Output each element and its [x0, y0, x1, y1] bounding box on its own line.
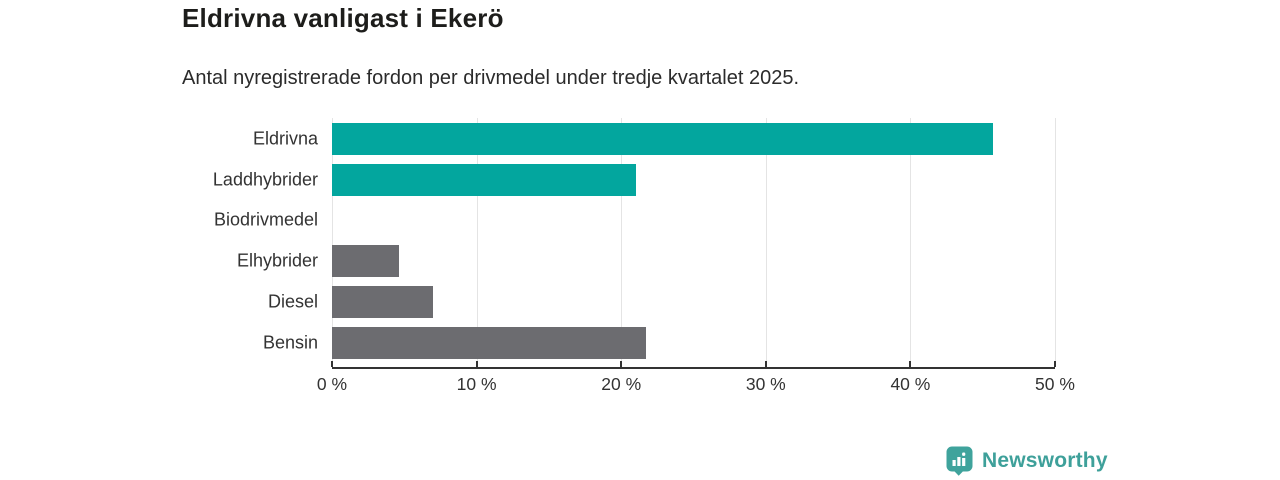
- category-label-laddhybrider: Laddhybrider: [212, 169, 318, 190]
- bar-laddhybrider: [332, 163, 636, 196]
- gridline-0: [332, 118, 333, 367]
- bar-bensin: [332, 326, 646, 359]
- brand-name: Newsworthy: [982, 449, 1108, 472]
- bar-elhybrider: [332, 245, 399, 278]
- axis-tick-0: [331, 361, 333, 367]
- axis-tick-40: [909, 361, 912, 367]
- plot-area: [331, 118, 1056, 369]
- category-label-eldrivna: Eldrivna: [252, 128, 318, 149]
- x-tick-label-10: 10 %: [456, 374, 497, 394]
- brand-footer[interactable]: Newsworthy: [946, 446, 1108, 476]
- bar-diesel: [332, 285, 434, 318]
- category-axis: Eldrivna Laddhybrider Biodrivmedel Elhybrid…: [0, 118, 318, 367]
- category-label-diesel: Diesel: [267, 291, 318, 312]
- chart-subtitle: Antal nyregistrerade fordon per drivmede…: [182, 67, 800, 89]
- gridline-30: [765, 118, 767, 367]
- x-tick-label-50: 50 %: [1035, 374, 1075, 394]
- category-label-biodrivmedel: Biodrivmedel: [213, 209, 318, 230]
- chart-title: Eldrivna vanligast i Ekerö: [182, 3, 504, 33]
- bar-chart-pin-icon: [946, 446, 973, 476]
- axis-tick-20: [620, 361, 623, 367]
- axis-tick-10: [475, 361, 478, 367]
- gridline-50: [1055, 118, 1056, 367]
- x-tick-label-40: 40 %: [890, 374, 931, 394]
- axis-tick-50: [1054, 361, 1056, 367]
- x-tick-label-0: 0 %: [316, 374, 348, 394]
- gridline-20: [621, 118, 623, 367]
- x-tick-label-20: 20 %: [601, 374, 642, 394]
- category-label-bensin: Bensin: [262, 332, 318, 352]
- gridline-40: [910, 118, 912, 367]
- category-label-elhybrider: Elhybrider: [236, 250, 318, 271]
- x-tick-label-30: 30 %: [745, 374, 786, 394]
- axis-tick-30: [764, 361, 767, 367]
- bar-eldrivna: [332, 123, 993, 155]
- gridline-10: [476, 118, 478, 367]
